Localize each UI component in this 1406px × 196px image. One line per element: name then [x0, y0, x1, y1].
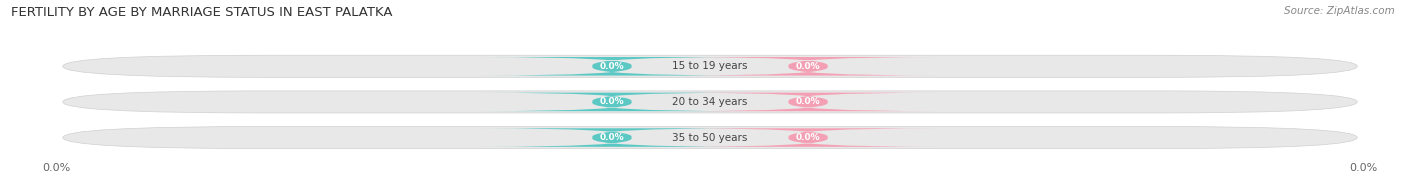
Text: 0.0%: 0.0%	[796, 62, 821, 71]
Text: FERTILITY BY AGE BY MARRIAGE STATUS IN EAST PALATKA: FERTILITY BY AGE BY MARRIAGE STATUS IN E…	[11, 6, 392, 19]
Text: 20 to 34 years: 20 to 34 years	[672, 97, 748, 107]
Text: 0.0%: 0.0%	[796, 133, 821, 142]
Text: 15 to 19 years: 15 to 19 years	[672, 61, 748, 71]
Text: 35 to 50 years: 35 to 50 years	[672, 132, 748, 142]
FancyBboxPatch shape	[675, 128, 942, 147]
FancyBboxPatch shape	[478, 128, 745, 147]
FancyBboxPatch shape	[478, 93, 745, 111]
FancyBboxPatch shape	[63, 91, 1357, 113]
FancyBboxPatch shape	[675, 57, 942, 75]
FancyBboxPatch shape	[478, 57, 745, 75]
Text: 0.0%: 0.0%	[599, 97, 624, 106]
FancyBboxPatch shape	[63, 126, 1357, 149]
FancyBboxPatch shape	[63, 55, 1357, 77]
FancyBboxPatch shape	[675, 93, 942, 111]
Text: 0.0%: 0.0%	[796, 97, 821, 106]
Text: Source: ZipAtlas.com: Source: ZipAtlas.com	[1284, 6, 1395, 16]
Text: 0.0%: 0.0%	[599, 62, 624, 71]
Text: 0.0%: 0.0%	[599, 133, 624, 142]
